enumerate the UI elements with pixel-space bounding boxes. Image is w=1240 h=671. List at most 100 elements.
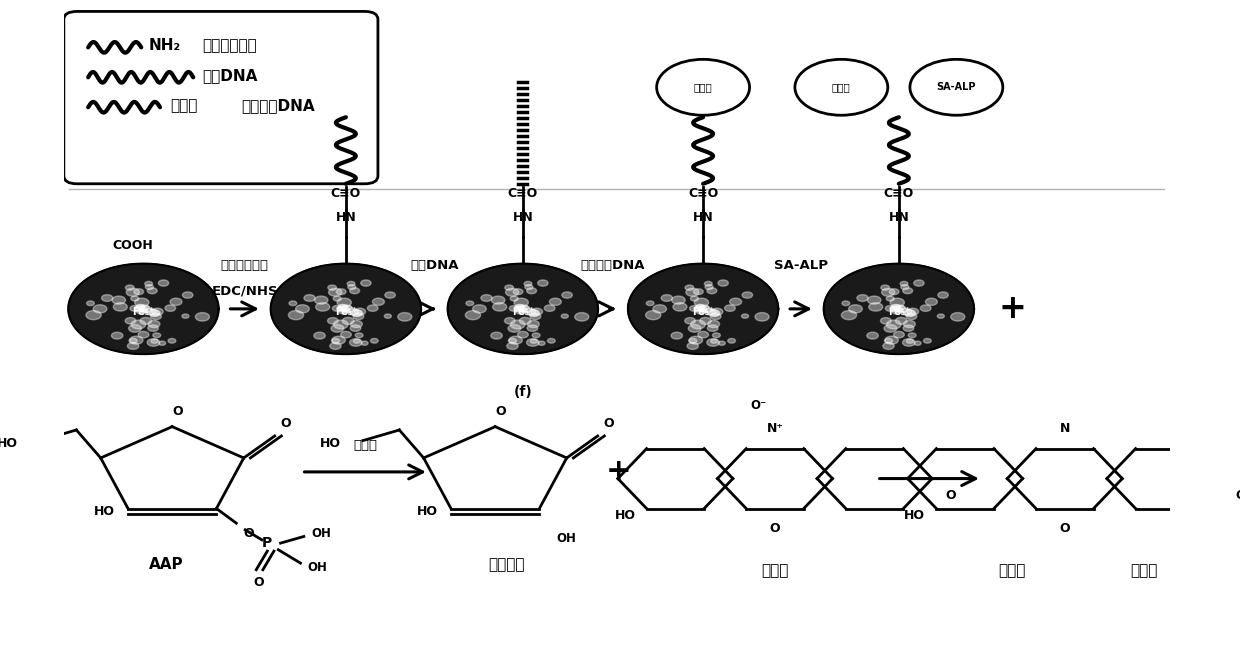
Circle shape — [145, 308, 156, 315]
Circle shape — [492, 303, 507, 311]
Circle shape — [728, 338, 735, 343]
Circle shape — [684, 317, 696, 324]
Circle shape — [951, 313, 965, 321]
Circle shape — [903, 288, 913, 294]
Circle shape — [924, 338, 931, 343]
Circle shape — [903, 325, 914, 331]
Circle shape — [689, 336, 703, 344]
Circle shape — [890, 306, 899, 311]
Text: OH: OH — [311, 527, 331, 540]
Text: HN: HN — [512, 211, 533, 223]
Circle shape — [151, 339, 157, 344]
Circle shape — [701, 309, 708, 313]
Circle shape — [350, 339, 362, 346]
Circle shape — [646, 301, 653, 305]
Circle shape — [332, 305, 342, 311]
Circle shape — [712, 308, 723, 315]
Circle shape — [842, 311, 857, 319]
Text: SA-ALP: SA-ALP — [774, 259, 828, 272]
Circle shape — [729, 298, 742, 305]
Circle shape — [295, 305, 309, 313]
Circle shape — [148, 288, 157, 294]
Circle shape — [367, 305, 378, 311]
Circle shape — [336, 289, 346, 295]
Circle shape — [513, 289, 523, 295]
Circle shape — [129, 338, 138, 344]
Circle shape — [883, 343, 894, 350]
Circle shape — [182, 292, 193, 298]
Text: HO: HO — [904, 509, 925, 522]
Circle shape — [707, 325, 718, 331]
Text: 抗坏血酸: 抗坏血酸 — [489, 557, 525, 572]
Polygon shape — [448, 264, 598, 354]
Text: C≡O: C≡O — [507, 187, 538, 200]
Circle shape — [698, 306, 711, 313]
Circle shape — [868, 296, 880, 304]
Circle shape — [331, 338, 340, 344]
Circle shape — [904, 321, 915, 327]
Polygon shape — [270, 264, 422, 354]
Circle shape — [355, 333, 363, 338]
Circle shape — [113, 303, 128, 311]
Text: HN: HN — [889, 211, 909, 223]
Text: AAP: AAP — [149, 557, 184, 572]
Polygon shape — [68, 264, 218, 354]
Circle shape — [894, 331, 904, 338]
Circle shape — [134, 306, 144, 311]
Circle shape — [508, 336, 522, 344]
Circle shape — [709, 310, 720, 317]
Text: 强荧光: 强荧光 — [1131, 563, 1158, 578]
Circle shape — [353, 313, 363, 319]
Circle shape — [895, 307, 903, 311]
Text: 生物素: 生物素 — [693, 83, 713, 93]
Text: OH: OH — [556, 532, 575, 545]
Circle shape — [889, 289, 899, 295]
Circle shape — [140, 305, 149, 311]
Text: +: + — [606, 458, 632, 486]
Circle shape — [646, 311, 661, 319]
Circle shape — [139, 306, 151, 313]
Circle shape — [562, 292, 573, 298]
Circle shape — [520, 305, 528, 311]
Circle shape — [869, 303, 883, 311]
Circle shape — [882, 289, 895, 296]
Text: 目标DNA: 目标DNA — [202, 68, 258, 83]
Circle shape — [704, 281, 712, 286]
Circle shape — [890, 298, 904, 307]
Text: O: O — [604, 417, 614, 430]
Circle shape — [86, 311, 102, 319]
Circle shape — [511, 320, 525, 329]
Circle shape — [908, 333, 916, 338]
Circle shape — [371, 338, 378, 343]
Circle shape — [525, 285, 533, 289]
Circle shape — [694, 298, 708, 307]
Polygon shape — [627, 264, 779, 354]
Circle shape — [135, 305, 145, 310]
Circle shape — [694, 306, 703, 311]
Circle shape — [151, 308, 164, 315]
Text: HN: HN — [336, 211, 356, 223]
Circle shape — [351, 310, 362, 316]
Circle shape — [708, 310, 719, 316]
Circle shape — [341, 306, 353, 313]
Circle shape — [125, 285, 134, 291]
Circle shape — [149, 310, 160, 316]
Text: SA-ALP: SA-ALP — [936, 83, 976, 93]
Circle shape — [711, 339, 718, 344]
Circle shape — [135, 298, 149, 307]
Circle shape — [880, 317, 892, 324]
Circle shape — [894, 306, 906, 313]
Circle shape — [304, 295, 315, 301]
Polygon shape — [823, 264, 975, 354]
Circle shape — [93, 305, 107, 313]
Circle shape — [699, 307, 707, 311]
Circle shape — [347, 285, 356, 289]
Circle shape — [491, 296, 505, 304]
Circle shape — [384, 314, 392, 318]
Circle shape — [361, 341, 368, 346]
Circle shape — [506, 289, 518, 296]
Circle shape — [112, 296, 125, 304]
Circle shape — [327, 285, 336, 291]
Circle shape — [904, 310, 915, 316]
Circle shape — [508, 338, 517, 344]
